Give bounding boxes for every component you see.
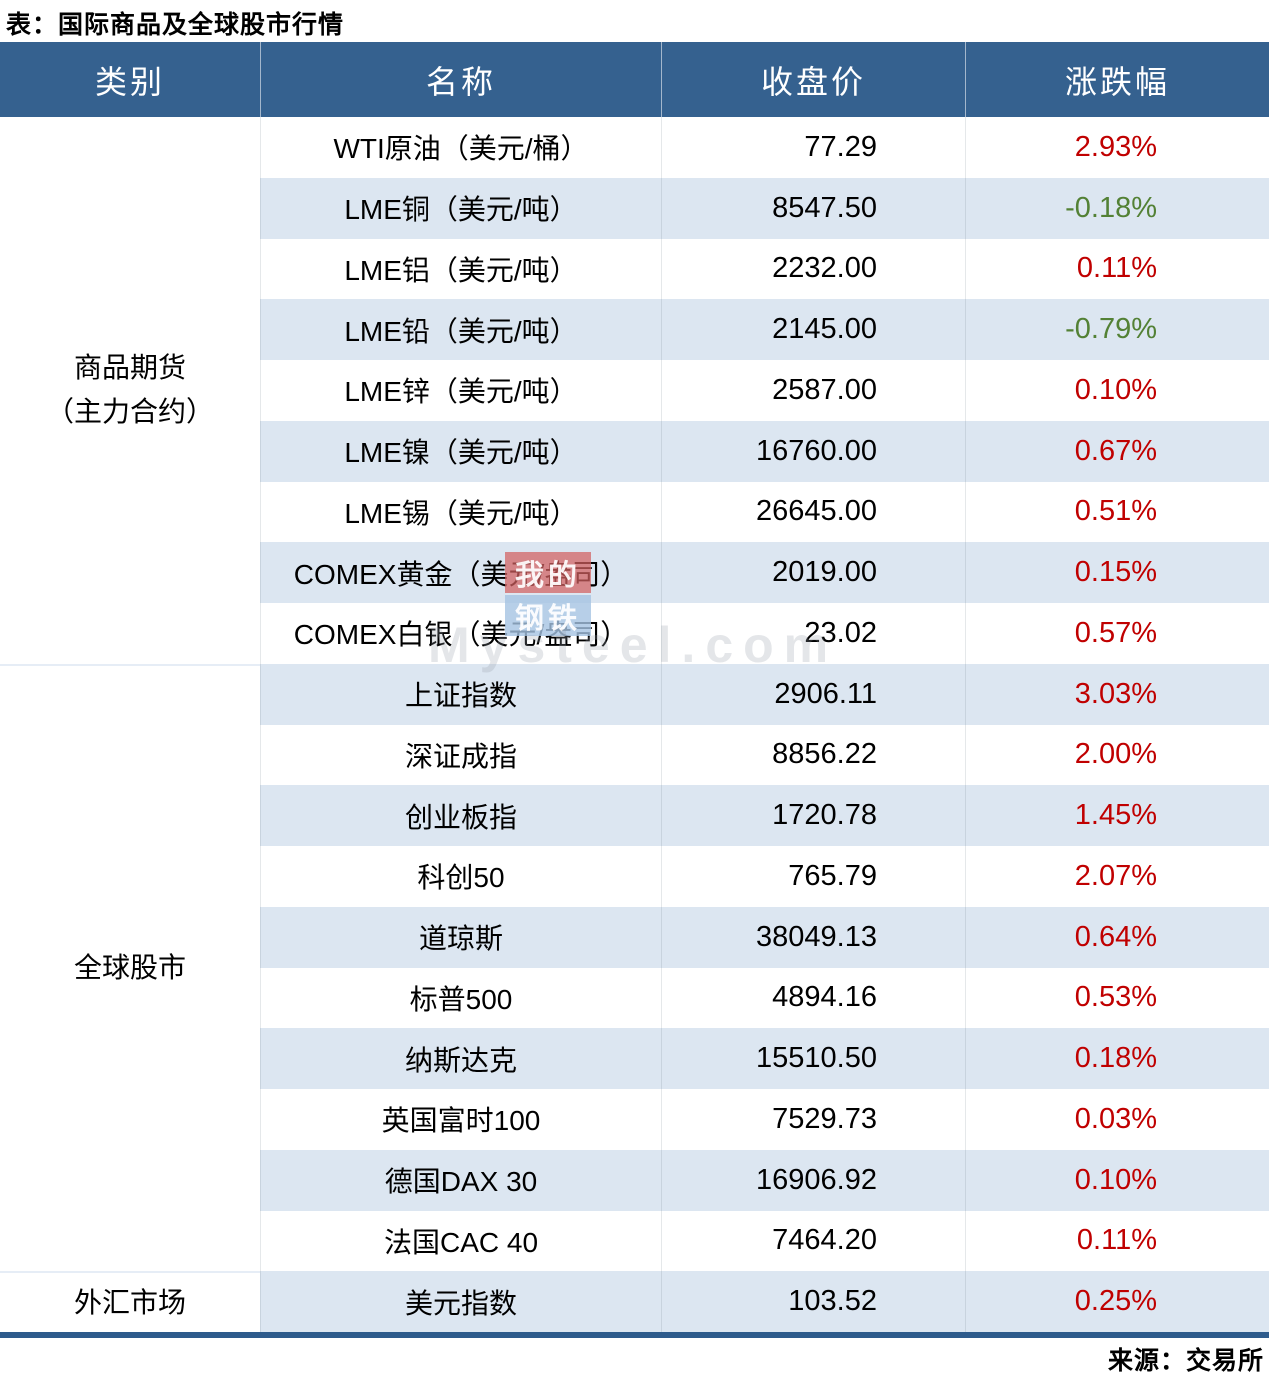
- row-change: 0.18%: [965, 1028, 1269, 1089]
- row-name: COMEX黄金（美元/盎司）: [260, 542, 661, 603]
- row-name: 德国DAX 30: [260, 1149, 661, 1211]
- column-header-category: 类别: [94, 63, 165, 100]
- row-close: 16906.92: [661, 1149, 965, 1211]
- category-cell: 商品期货 （主力合约）: [0, 117, 260, 664]
- row-close: 8856.22: [661, 724, 965, 786]
- row-change: 0.64%: [965, 906, 1269, 968]
- row-close: 23.02: [661, 603, 965, 664]
- row-change: 0.25%: [965, 1271, 1269, 1332]
- category-label: 外汇市场: [73, 1286, 186, 1318]
- row-name: LME锌（美元/吨）: [260, 360, 661, 421]
- source-note: 来源：交易所: [1107, 1347, 1264, 1375]
- row-close: 7464.20: [661, 1210, 965, 1272]
- row-name: 法国CAC 40: [260, 1210, 661, 1272]
- row-name: LME锡（美元/吨）: [260, 481, 661, 543]
- row-name: 标普500: [260, 967, 661, 1029]
- row-close: 2232.00: [661, 238, 965, 300]
- row-close: 2587.00: [661, 360, 965, 421]
- row-name: 科创50: [260, 846, 661, 907]
- category-cell: 外汇市场: [0, 1271, 260, 1332]
- row-close: 26645.00: [661, 481, 965, 543]
- row-name: 道琼斯: [260, 906, 661, 968]
- row-name: WTI原油（美元/桶）: [260, 117, 661, 178]
- row-change: 0.03%: [965, 1089, 1269, 1150]
- row-name: 深证成指: [260, 724, 661, 786]
- category-cell: 全球股市: [0, 663, 260, 1272]
- row-name: LME镍（美元/吨）: [260, 420, 661, 482]
- row-close: 16760.00: [661, 420, 965, 482]
- row-change: 0.15%: [965, 542, 1269, 603]
- row-change: 0.53%: [965, 967, 1269, 1029]
- row-change: 0.11%: [965, 238, 1269, 300]
- row-close: 765.79: [661, 846, 965, 907]
- row-name: LME铜（美元/吨）: [260, 177, 661, 239]
- column-header-name: 名称: [260, 42, 661, 117]
- row-change: 0.57%: [965, 603, 1269, 664]
- row-close: 2145.00: [661, 299, 965, 360]
- row-name: LME铅（美元/吨）: [260, 299, 661, 360]
- category-label: 商品期货: [73, 352, 186, 384]
- row-close: 38049.13: [661, 906, 965, 968]
- row-close: 2019.00: [661, 542, 965, 603]
- row-change: 2.07%: [965, 846, 1269, 907]
- row-close: 15510.50: [661, 1028, 965, 1089]
- row-change: 0.10%: [965, 1149, 1269, 1211]
- row-name: 纳斯达克: [260, 1028, 661, 1089]
- row-name: LME铝（美元/吨）: [260, 238, 661, 300]
- table-header-row: 类别 名称 收盘价 涨跌幅: [0, 42, 1269, 117]
- row-close: 4894.16: [661, 967, 965, 1029]
- row-change: 2.00%: [965, 724, 1269, 786]
- row-close: 8547.50: [661, 177, 965, 239]
- row-name: 英国富时100: [260, 1089, 661, 1150]
- row-name: 创业板指: [260, 785, 661, 846]
- row-close: 7529.73: [661, 1089, 965, 1150]
- category-label: 全球股市: [73, 952, 186, 984]
- column-header-close: 收盘价: [661, 42, 965, 117]
- page-title: 表：国际商品及全球股市行情: [6, 11, 345, 39]
- row-name: 美元指数: [260, 1271, 661, 1332]
- row-name: 上证指数: [260, 663, 661, 725]
- row-change: 2.93%: [965, 117, 1269, 178]
- column-header-change: 涨跌幅: [965, 42, 1269, 117]
- row-change: 0.51%: [965, 481, 1269, 543]
- row-change: 1.45%: [965, 785, 1269, 846]
- row-change: 0.10%: [965, 360, 1269, 421]
- row-change: 0.67%: [965, 420, 1269, 482]
- row-close: 77.29: [661, 117, 965, 178]
- row-change: -0.18%: [965, 177, 1269, 239]
- row-close: 1720.78: [661, 785, 965, 846]
- table-bottom-border: [0, 1332, 1269, 1338]
- row-change: 3.03%: [965, 663, 1269, 725]
- row-change: -0.79%: [965, 299, 1269, 360]
- table-body: 商品期货 （主力合约） WTI原油（美元/桶） 77.29 2.93% LME铜（美元/吨…: [0, 117, 1269, 1332]
- row-name: COMEX白银（美元/盎司）: [260, 603, 661, 664]
- row-close: 103.52: [661, 1271, 965, 1332]
- row-change: 0.11%: [965, 1210, 1269, 1272]
- row-close: 2906.11: [661, 663, 965, 725]
- category-label: （主力合约）: [45, 396, 214, 428]
